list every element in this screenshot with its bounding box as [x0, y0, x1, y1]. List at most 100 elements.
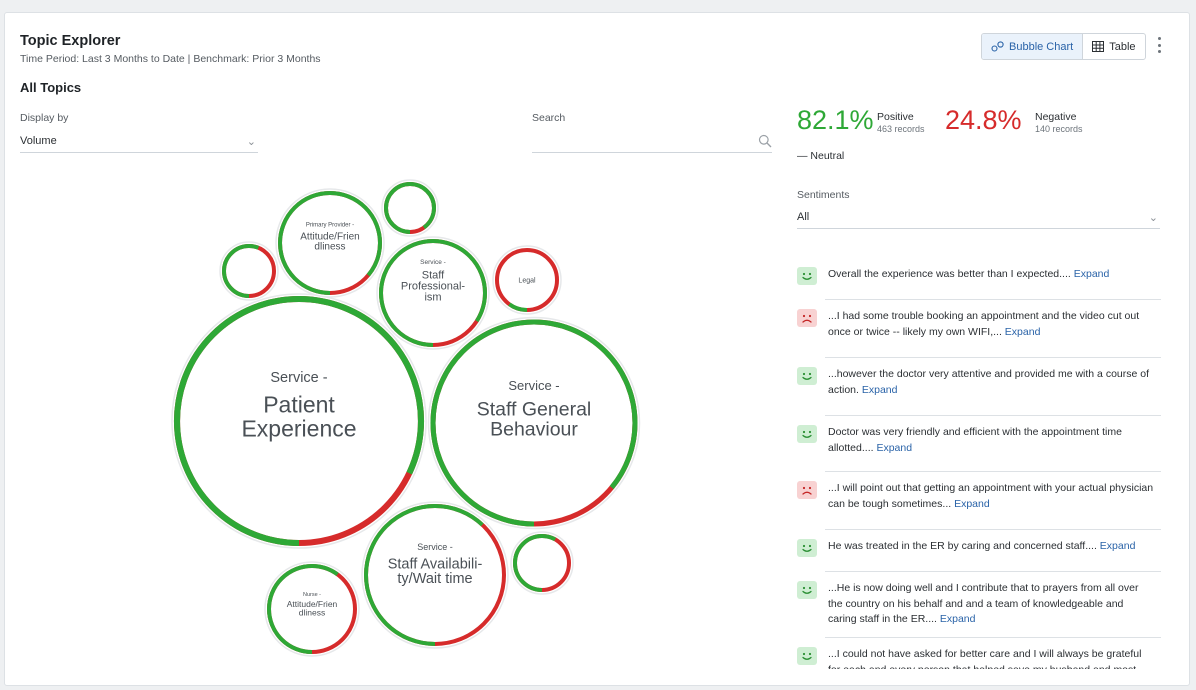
display-by-value: Volume: [20, 135, 57, 147]
bubble-chart-label: Bubble Chart: [1009, 40, 1074, 53]
bubble-positive-arc: [364, 504, 506, 646]
comment-item: ...He is now doing well and I contribute…: [795, 581, 1161, 628]
bubble-topic-name: Behaviour: [490, 419, 578, 441]
bubble-positive-arc: [379, 239, 488, 347]
sentiments-select[interactable]: All ⌄: [797, 211, 1160, 229]
bubble-shadow: [275, 188, 385, 298]
search-input[interactable]: [532, 134, 747, 152]
topic-bubble[interactable]: [510, 531, 574, 595]
bubble-shadow: [376, 236, 490, 350]
comment-list: Overall the experience was better than I…: [795, 259, 1161, 669]
bubble-topic-name: ty/Wait time: [397, 571, 472, 587]
bubble-topic-name: dliness: [299, 608, 325, 618]
positive-face-icon: [797, 267, 817, 285]
bubble-positive-arc: [173, 295, 425, 547]
comment-text: He was treated in the ER by caring and c…: [828, 540, 1100, 552]
comment-text: Overall the experience was better than I…: [828, 268, 1074, 280]
topic-bubble[interactable]: [381, 179, 439, 237]
bubble-category: Primary Provider -: [306, 223, 354, 229]
comment-divider: [825, 637, 1161, 638]
comment-divider: [825, 571, 1161, 572]
negative-records: 140 records: [1035, 124, 1083, 134]
topic-bubble[interactable]: Legal: [492, 245, 562, 315]
chevron-down-icon: ⌄: [1148, 212, 1158, 224]
bubble-topic-name: Legal: [518, 277, 536, 284]
positive-face-icon: [797, 539, 817, 557]
bubble-positive-arc: [222, 244, 276, 298]
comment-item: ...however the doctor very attentive and…: [795, 367, 1161, 398]
comment-item: ...I will point out that getting an appo…: [795, 481, 1161, 512]
negative-label: Negative: [1035, 111, 1077, 123]
bubble-category: Service -: [270, 370, 327, 386]
bubble-topic-name: Attitude/Frien: [300, 232, 359, 243]
bubble-positive-arc: [495, 248, 559, 312]
negative-face-icon: [797, 481, 817, 499]
expand-link[interactable]: Expand: [1004, 325, 1041, 338]
display-by-select[interactable]: Volume ⌄: [20, 135, 258, 153]
search-icon[interactable]: [758, 134, 772, 148]
comment-divider: [825, 357, 1161, 358]
topic-bubble[interactable]: [219, 241, 279, 301]
comment-item: Doctor was very friendly and efficient w…: [795, 425, 1161, 456]
positive-face-icon: [797, 367, 817, 385]
expand-link[interactable]: Expand: [954, 497, 990, 510]
bubble-category: Service -: [420, 259, 446, 266]
expand-link[interactable]: Expand: [1073, 268, 1110, 280]
search-box: [532, 133, 772, 153]
positive-label: Positive: [877, 111, 914, 123]
page-title: Topic Explorer: [20, 33, 121, 49]
expand-link[interactable]: Expand: [939, 613, 976, 625]
bubble-topic-name: Staff Availabili-: [388, 557, 483, 573]
bubble-positive-arc: [384, 182, 436, 234]
comment-text: ...He is now doing well and I contribute…: [828, 582, 1139, 625]
table-icon: [1092, 41, 1105, 52]
comment-text: Doctor was very friendly and efficient w…: [828, 426, 1122, 454]
bubble-topic-name: Professional-: [401, 280, 466, 292]
positive-face-icon: [797, 425, 817, 443]
bubble-topic-name: Experience: [241, 415, 356, 441]
bubble-shadow: [219, 241, 279, 301]
positive-records: 463 records: [877, 124, 925, 134]
comment-text: ...I had some trouble booking an appoint…: [828, 310, 1140, 338]
comment-text: ...however the doctor very attentive and…: [828, 368, 1150, 396]
bubble-topic-name: Staff General: [477, 399, 592, 421]
comment-text: ...I could not have asked for better car…: [828, 648, 1142, 669]
topic-explorer-card: Topic Explorer Time Period: Last 3 Month…: [4, 12, 1190, 686]
bubble-positive-arc: [267, 564, 357, 654]
bubble-chart-icon: [991, 41, 1004, 52]
expand-link[interactable]: Expand: [876, 441, 913, 454]
sentiments-value: All: [797, 211, 810, 223]
expand-link[interactable]: Expand: [1099, 540, 1136, 552]
search-label: Search: [532, 112, 566, 124]
bubble-shadow: [492, 245, 562, 315]
bubble-topic-name: Patient: [263, 391, 335, 417]
comment-item: ...I had some trouble booking an appoint…: [795, 309, 1161, 340]
comment-divider: [825, 299, 1161, 300]
more-options-icon[interactable]: [1153, 35, 1165, 55]
bubble-topic-name: ism: [424, 291, 441, 303]
display-by-label: Display by: [20, 112, 69, 124]
comment-divider: [825, 471, 1161, 472]
negative-face-icon: [797, 309, 817, 327]
bubble-shadow: [171, 293, 427, 549]
comment-divider: [825, 415, 1161, 416]
positive-face-icon: [797, 647, 817, 665]
topic-bubble[interactable]: Service - Staff Availabili-ty/Wait time: [361, 501, 509, 649]
table-button[interactable]: Table: [1083, 34, 1144, 59]
negative-percentage: 24.8%: [945, 105, 1022, 135]
positive-face-icon: [797, 581, 817, 599]
bubble-positive-arc: [278, 191, 382, 295]
bubble-chart-button[interactable]: Bubble Chart: [982, 34, 1084, 59]
comment-item: He was treated in the ER by caring and c…: [795, 539, 1161, 557]
bubble-positive-arc: [513, 534, 572, 592]
bubble-shadow: [381, 179, 439, 237]
bubble-category: Nurse -: [303, 592, 321, 598]
expand-link[interactable]: Expand: [861, 383, 898, 396]
positive-percentage: 82.1%: [797, 105, 874, 135]
